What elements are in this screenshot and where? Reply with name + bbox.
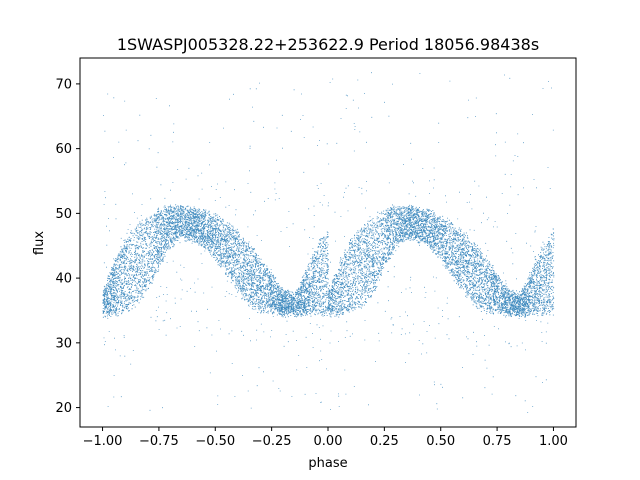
- x-tick-label: 0.50: [426, 434, 455, 449]
- x-tick-label: −0.25: [252, 434, 292, 449]
- y-axis-label: flux: [32, 231, 47, 255]
- x-tick-label: −0.50: [195, 434, 235, 449]
- x-tick-label: −1.00: [83, 434, 123, 449]
- y-tick-label: 40: [55, 272, 72, 287]
- x-tick-label: −0.75: [139, 434, 179, 449]
- y-tick-label: 50: [55, 207, 72, 222]
- chart-title: 1SWASPJ005328.22+253622.9 Period 18056.9…: [117, 35, 539, 54]
- y-tick-label: 70: [55, 77, 72, 92]
- x-tick-label: 1.00: [539, 434, 568, 449]
- x-tick-label: 0.00: [314, 434, 343, 449]
- x-tick-label: 0.75: [483, 434, 512, 449]
- y-tick-label: 20: [55, 401, 72, 416]
- x-tick-label: 0.25: [370, 434, 399, 449]
- y-tick-label: 60: [55, 142, 72, 157]
- x-axis-label: phase: [308, 456, 347, 471]
- x-axis: −1.00 −0.75 −0.50 −0.25 0.00 0.25 0.50 0.75 1.00: [83, 427, 568, 449]
- y-tick-label: 30: [55, 336, 72, 351]
- y-axis: 20 30 40 50 60 70: [55, 77, 80, 416]
